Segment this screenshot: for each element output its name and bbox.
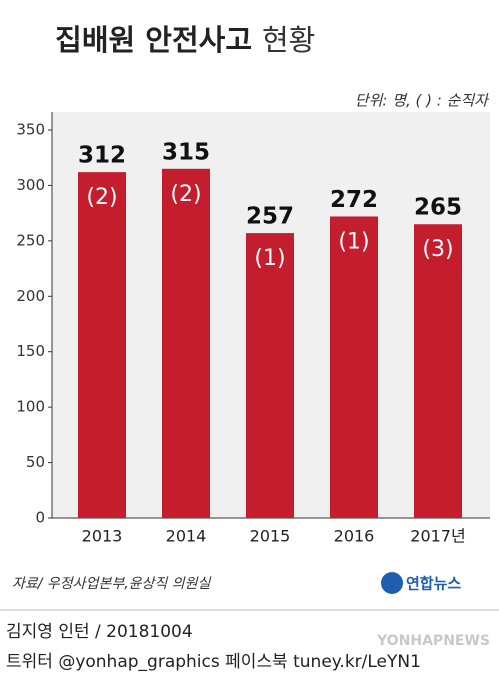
y-tick-label: 0	[35, 509, 45, 527]
y-tick-label: 300	[16, 176, 45, 194]
fatality-label: (1)	[338, 229, 369, 254]
source: 자료/ 우정사업본부,윤상직 의원실	[12, 576, 212, 592]
x-tick-label: 2014	[166, 527, 207, 546]
value-label: 265	[414, 195, 462, 221]
x-tick-label: 2016	[334, 527, 375, 546]
bar	[78, 172, 126, 518]
bar	[162, 168, 210, 519]
fatality-label: (3)	[422, 237, 453, 262]
y-tick-label: 150	[16, 342, 45, 360]
value-label: 272	[330, 187, 378, 213]
chart-title: 집배원 안전사고	[55, 23, 252, 57]
fatality-label: (1)	[254, 246, 285, 271]
value-label: 315	[162, 139, 210, 165]
x-tick-label: 2015	[250, 527, 291, 546]
bar	[246, 233, 294, 518]
watermark: YONHAPNEWS	[376, 633, 490, 649]
unit-note: 단위: 명, ( ) : 순직자	[355, 92, 490, 110]
y-tick-label: 250	[16, 231, 45, 249]
social: 트위터 @yonhap_graphics 페이스북 tuney.kr/LeYN1	[6, 652, 421, 672]
bar	[330, 216, 378, 518]
x-tick-label: 2013	[82, 527, 123, 546]
credit: 김지영 인턴 / 20181004	[6, 622, 193, 642]
logo-icon	[381, 572, 403, 594]
fatality-label: (2)	[170, 182, 201, 207]
bar	[414, 224, 462, 518]
value-label: 312	[78, 143, 126, 169]
x-tick-label: 2017년	[410, 527, 465, 546]
y-tick-label: 50	[26, 453, 45, 471]
y-tick-label: 200	[16, 287, 45, 305]
value-label: 257	[246, 204, 294, 230]
y-tick-label: 350	[16, 121, 45, 139]
y-tick-label: 100	[16, 398, 45, 416]
logo: 연합뉴스	[406, 575, 461, 593]
fatality-label: (2)	[86, 185, 117, 210]
chart-title-suffix: 현황	[262, 23, 315, 57]
